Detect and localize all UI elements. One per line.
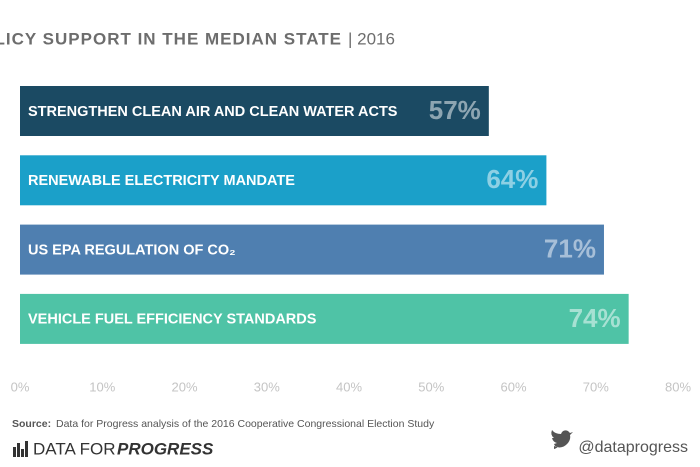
x-tick-label: 10% bbox=[89, 379, 115, 394]
value-label: 74% bbox=[569, 303, 621, 333]
x-tick-label: 20% bbox=[171, 379, 197, 394]
x-tick-label: 70% bbox=[583, 379, 609, 394]
brand: DATA FOR bbox=[33, 439, 116, 458]
brand-emphasis: PROGRESS bbox=[117, 439, 214, 458]
x-tick-label: 60% bbox=[500, 379, 526, 394]
category-label: RENEWABLE ELECTRICITY MANDATE bbox=[28, 173, 295, 189]
bar bbox=[20, 293, 629, 344]
x-tick-label: 30% bbox=[254, 379, 280, 394]
x-tick-label: 80% bbox=[665, 379, 691, 394]
x-tick-label: 50% bbox=[418, 379, 444, 394]
handle: @dataprogress bbox=[578, 439, 688, 456]
source-label: Source: bbox=[12, 418, 51, 430]
chart-subtitle: | 2016 bbox=[348, 29, 395, 48]
source: Data for Progress analysis of the 2016 C… bbox=[56, 418, 435, 430]
value-label: 71% bbox=[544, 233, 596, 263]
chart-title: GREEN POLICY SUPPORT IN THE MEDIAN STATE bbox=[0, 29, 342, 48]
brand-logo bbox=[13, 441, 28, 457]
twitter-icon bbox=[551, 430, 573, 449]
bar bbox=[20, 155, 547, 206]
category-label: VEHICLE FUEL EFFICIENCY STANDARDS bbox=[28, 312, 317, 328]
value-label: 64% bbox=[486, 164, 538, 194]
bar bbox=[20, 86, 489, 136]
x-tick-label: 0% bbox=[11, 379, 30, 394]
bar bbox=[20, 224, 604, 275]
category-label: US EPA REGULATION OF CO₂ bbox=[28, 242, 236, 258]
value-label: 57% bbox=[429, 95, 481, 125]
category-label: STRENGTHEN CLEAN AIR AND CLEAN WATER ACT… bbox=[28, 104, 398, 120]
x-tick-label: 40% bbox=[336, 379, 362, 394]
